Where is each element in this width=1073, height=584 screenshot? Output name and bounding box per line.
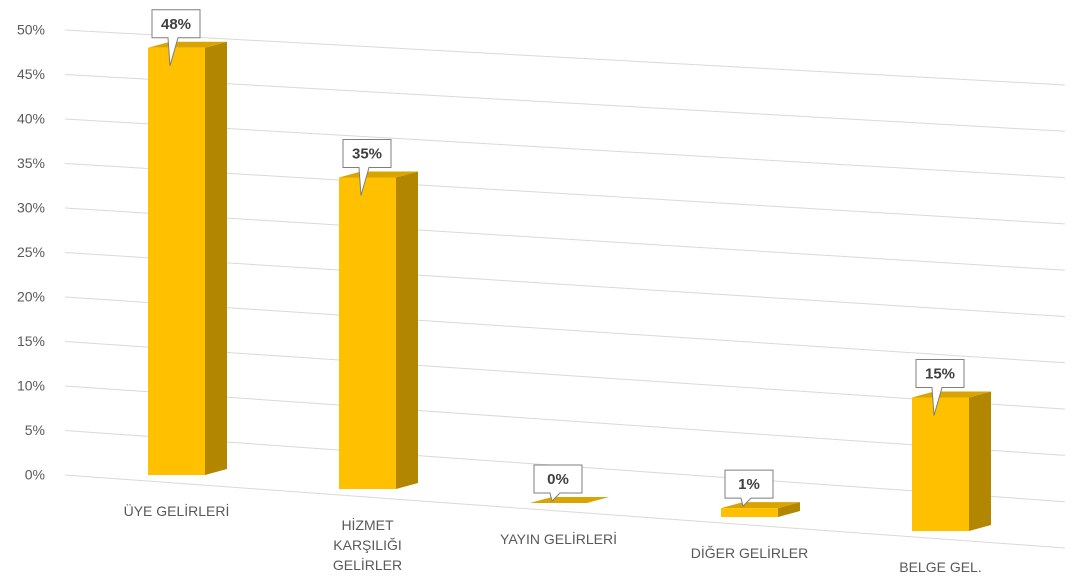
bar-top bbox=[148, 41, 227, 48]
data-label: 0% bbox=[547, 471, 569, 488]
bar bbox=[912, 391, 991, 531]
data-label: 15% bbox=[925, 365, 955, 382]
bar bbox=[721, 502, 800, 517]
grid-line bbox=[64, 29, 1066, 86]
grid-line bbox=[64, 118, 1066, 179]
bar bbox=[339, 171, 418, 489]
y-tick-label: 40% bbox=[17, 111, 45, 127]
y-tick-label: 35% bbox=[17, 155, 45, 171]
bar-top bbox=[912, 391, 991, 398]
x-tick-label: BELGE GEL. bbox=[899, 559, 982, 575]
y-tick-label: 10% bbox=[17, 378, 45, 394]
grid-line bbox=[64, 252, 1066, 317]
bar-side bbox=[778, 502, 800, 517]
data-label: 35% bbox=[352, 145, 382, 162]
bar bbox=[148, 41, 227, 476]
bar-side bbox=[969, 391, 991, 531]
data-label: 48% bbox=[161, 16, 191, 33]
bar-side bbox=[396, 171, 418, 489]
bar-top bbox=[721, 502, 800, 509]
y-tick-label: 15% bbox=[17, 333, 45, 349]
grid-line bbox=[64, 74, 1066, 132]
y-tick-label: 20% bbox=[17, 289, 45, 305]
x-tick-label: ÜYE GELİRLERİ bbox=[123, 503, 230, 519]
data-label-box bbox=[915, 359, 965, 416]
y-tick-label: 30% bbox=[17, 200, 45, 216]
y-tick-label: 0% bbox=[25, 467, 45, 483]
bar-top bbox=[530, 497, 609, 503]
grid-line bbox=[64, 385, 1066, 456]
grid-line bbox=[64, 296, 1066, 364]
y-tick-label: 25% bbox=[17, 244, 45, 260]
bar bbox=[530, 497, 609, 503]
x-tick-label: HİZMET KARŞILIĞI GELİRLER bbox=[332, 517, 403, 573]
grid-line bbox=[64, 163, 1066, 225]
bar-front bbox=[148, 47, 205, 476]
grid-line bbox=[64, 207, 1066, 271]
x-tick-label: DİĞER GELİRLER bbox=[690, 545, 809, 561]
y-tick-label: 45% bbox=[17, 66, 45, 82]
bar-front bbox=[721, 508, 778, 517]
y-tick-label: 5% bbox=[25, 422, 45, 438]
x-tick-label: YAYIN GELİRLERİ bbox=[500, 531, 617, 547]
y-tick-label: 50% bbox=[17, 22, 45, 38]
data-label-box bbox=[724, 469, 774, 508]
bar-top bbox=[339, 171, 418, 178]
bar-side bbox=[205, 41, 227, 476]
bar-front bbox=[339, 177, 396, 489]
data-label-box bbox=[533, 464, 583, 502]
grid-line bbox=[64, 474, 1066, 549]
data-label-box bbox=[342, 139, 392, 196]
bar-front bbox=[912, 397, 969, 531]
data-label: 1% bbox=[738, 476, 760, 493]
grid-line bbox=[64, 341, 1066, 410]
data-label-box bbox=[151, 9, 201, 66]
